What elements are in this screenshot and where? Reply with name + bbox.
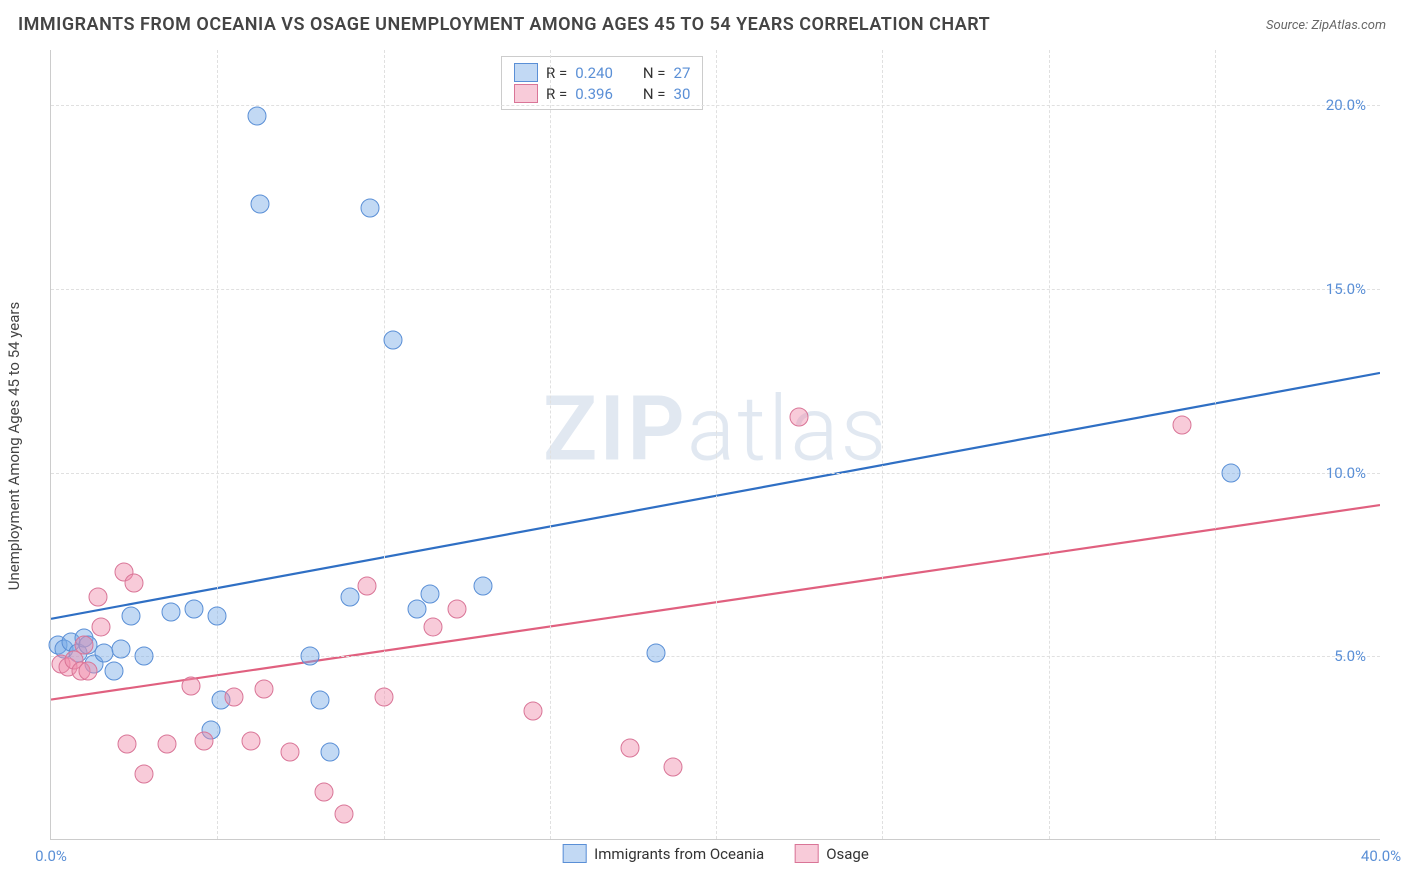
legend-n-value: 30: [674, 85, 691, 103]
scatter-point: [158, 735, 177, 754]
scatter-point: [1222, 463, 1241, 482]
scatter-point: [135, 647, 154, 666]
scatter-point: [314, 783, 333, 802]
series-legend-item: Immigrants from Oceania: [562, 844, 764, 863]
scatter-point: [281, 742, 300, 761]
scatter-point: [181, 676, 200, 695]
y-tick-label: 20.0%: [1326, 96, 1366, 114]
legend-swatch: [794, 844, 818, 863]
scatter-point: [224, 687, 243, 706]
series-legend: Immigrants from Oceania Osage: [562, 844, 869, 863]
series-legend-label: Immigrants from Oceania: [594, 845, 764, 863]
legend-row: R =0.396N =30: [514, 84, 690, 103]
legend-swatch: [514, 84, 538, 103]
scatter-point: [184, 599, 203, 618]
series-legend-item: Osage: [794, 844, 869, 863]
scatter-point: [254, 680, 273, 699]
legend-n-label: N =: [643, 85, 666, 103]
correlation-legend: R =0.240N =27R =0.396N =30: [501, 56, 703, 110]
series-legend-label: Osage: [826, 845, 869, 863]
legend-swatch: [562, 844, 586, 863]
scatter-point: [321, 742, 340, 761]
scatter-point: [88, 588, 107, 607]
scatter-point: [301, 647, 320, 666]
source-attribution: Source: ZipAtlas.com: [1266, 18, 1386, 33]
y-tick-label: 5.0%: [1334, 647, 1366, 665]
source-label: Source:: [1266, 18, 1311, 33]
scatter-point: [111, 639, 130, 658]
gridline-vertical: [882, 50, 883, 839]
scatter-point: [1172, 415, 1191, 434]
scatter-point: [135, 764, 154, 783]
scatter-point: [384, 331, 403, 350]
scatter-point: [357, 577, 376, 596]
scatter-point: [790, 408, 809, 427]
scatter-plot-area: ZIPatlas R =0.240N =27R =0.396N =30 Immi…: [50, 50, 1380, 840]
gridline-vertical: [384, 50, 385, 839]
y-axis-label: Unemployment Among Ages 45 to 54 years: [5, 302, 23, 590]
y-tick-label: 10.0%: [1326, 464, 1366, 482]
scatter-point: [474, 577, 493, 596]
scatter-point: [647, 643, 666, 662]
legend-row: R =0.240N =27: [514, 63, 690, 82]
chart-title: IMMIGRANTS FROM OCEANIA VS OSAGE UNEMPLO…: [18, 14, 990, 35]
source-value: ZipAtlas.com: [1311, 18, 1386, 33]
scatter-point: [105, 661, 124, 680]
watermark-bold: ZIP: [543, 376, 687, 481]
scatter-point: [91, 617, 110, 636]
scatter-point: [161, 603, 180, 622]
y-tick-label: 15.0%: [1326, 280, 1366, 298]
gridline-vertical: [550, 50, 551, 839]
scatter-point: [208, 606, 227, 625]
scatter-point: [75, 636, 94, 655]
scatter-point: [334, 805, 353, 824]
scatter-point: [361, 199, 380, 218]
scatter-point: [241, 731, 260, 750]
legend-swatch: [514, 63, 538, 82]
scatter-point: [407, 599, 426, 618]
scatter-point: [248, 107, 267, 126]
x-tick-label: 0.0%: [35, 847, 67, 865]
legend-r-value: 0.396: [575, 85, 613, 103]
gridline-vertical: [217, 50, 218, 839]
scatter-point: [341, 588, 360, 607]
gridline-vertical: [1215, 50, 1216, 839]
gridline-vertical: [1049, 50, 1050, 839]
legend-n-label: N =: [643, 64, 666, 82]
scatter-point: [194, 731, 213, 750]
watermark-light: atlas: [687, 376, 888, 481]
scatter-point: [121, 606, 140, 625]
scatter-point: [524, 702, 543, 721]
scatter-point: [424, 617, 443, 636]
scatter-point: [421, 584, 440, 603]
scatter-point: [663, 757, 682, 776]
scatter-point: [374, 687, 393, 706]
scatter-point: [251, 195, 270, 214]
scatter-point: [447, 599, 466, 618]
scatter-point: [78, 661, 97, 680]
scatter-point: [311, 691, 330, 710]
scatter-point: [125, 573, 144, 592]
legend-r-value: 0.240: [575, 64, 613, 82]
gridline-vertical: [716, 50, 717, 839]
legend-n-value: 27: [674, 64, 691, 82]
scatter-point: [118, 735, 137, 754]
scatter-point: [620, 739, 639, 758]
x-tick-label: 40.0%: [1361, 847, 1401, 865]
